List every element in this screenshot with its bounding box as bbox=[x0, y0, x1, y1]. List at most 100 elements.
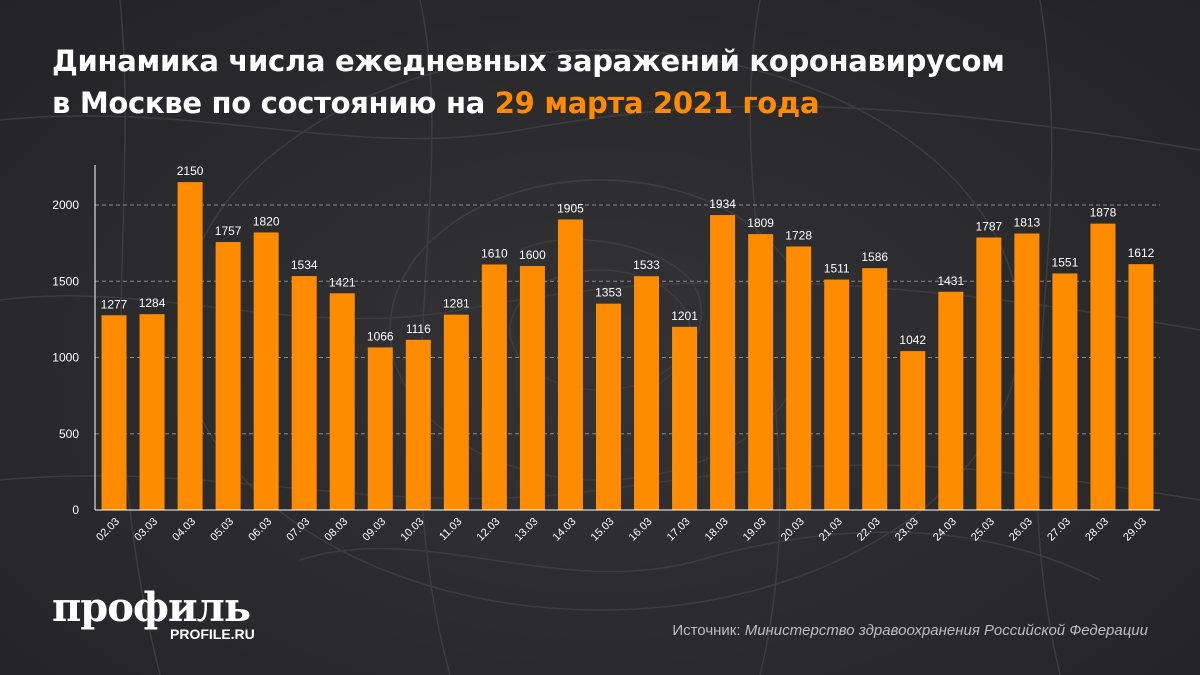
bar-29.03 bbox=[1128, 264, 1154, 510]
brand-logo: профиль PROFILE.RU bbox=[52, 584, 255, 643]
axes bbox=[94, 165, 1160, 511]
title-date-accent: 29 марта 2021 года bbox=[494, 86, 820, 120]
bar-08.03 bbox=[329, 293, 355, 510]
x-tick-label: 23.03 bbox=[893, 516, 921, 544]
data-label: 1787 bbox=[975, 219, 1002, 233]
y-tick-label: 0 bbox=[72, 503, 79, 517]
data-label: 1201 bbox=[671, 309, 698, 323]
x-tick-label: 27.03 bbox=[1045, 516, 1073, 544]
x-tick-label: 14.03 bbox=[551, 516, 579, 544]
x-tick-label: 12.03 bbox=[475, 516, 503, 544]
data-label: 1534 bbox=[291, 258, 318, 272]
x-tick-label: 03.03 bbox=[132, 516, 160, 544]
x-tick-label: 08.03 bbox=[322, 516, 350, 544]
data-label: 1809 bbox=[747, 216, 774, 230]
source-note: Источник: Министерство здравоохранения Р… bbox=[672, 622, 1148, 639]
x-tick-label: 24.03 bbox=[931, 516, 959, 544]
data-label: 1728 bbox=[785, 228, 812, 242]
data-label: 1551 bbox=[1052, 255, 1079, 269]
y-tick-label: 2000 bbox=[52, 198, 79, 212]
x-tick-label: 28.03 bbox=[1083, 516, 1111, 544]
x-tick-label: 13.03 bbox=[513, 516, 541, 544]
x-tick-label: 18.03 bbox=[703, 516, 731, 544]
bar-26.03 bbox=[1014, 233, 1040, 510]
bar-06.03 bbox=[253, 232, 279, 510]
data-label: 1116 bbox=[406, 322, 431, 336]
y-tick-label: 500 bbox=[59, 427, 79, 441]
data-label: 1284 bbox=[139, 296, 166, 310]
bar-21.03 bbox=[824, 279, 850, 510]
y-tick-label: 1500 bbox=[52, 274, 79, 288]
data-label: 2150 bbox=[177, 164, 204, 178]
x-tick-label: 21.03 bbox=[817, 516, 845, 544]
bar-24.03 bbox=[938, 291, 964, 510]
source-value: Министерство здравоохранения Российской … bbox=[744, 622, 1148, 639]
data-label: 1757 bbox=[215, 224, 242, 238]
x-tick-label: 25.03 bbox=[969, 516, 997, 544]
bars bbox=[101, 182, 1154, 511]
bar-03.03 bbox=[139, 314, 165, 510]
x-tick-label: 09.03 bbox=[360, 516, 388, 544]
x-tick-label: 06.03 bbox=[246, 516, 274, 544]
bar-23.03 bbox=[900, 351, 926, 510]
bar-11.03 bbox=[443, 314, 469, 510]
x-tick-label: 10.03 bbox=[398, 516, 426, 544]
data-label: 1610 bbox=[481, 246, 508, 260]
x-tick-label: 29.03 bbox=[1121, 516, 1149, 544]
data-label: 1586 bbox=[861, 250, 888, 264]
x-tick-label: 26.03 bbox=[1007, 516, 1035, 544]
chart-title: Динамика числа ежедневных заражений коро… bbox=[52, 40, 1005, 124]
data-label: 1281 bbox=[443, 297, 470, 311]
data-label: 1905 bbox=[557, 201, 584, 215]
data-label: 1612 bbox=[1128, 246, 1155, 260]
x-tick-label: 02.03 bbox=[94, 516, 122, 544]
y-tick-label: 1000 bbox=[52, 351, 79, 365]
data-label: 1934 bbox=[709, 197, 736, 211]
x-tick-label: 11.03 bbox=[437, 516, 464, 543]
data-label: 1813 bbox=[1014, 216, 1041, 230]
x-tick-label: 15.03 bbox=[589, 516, 617, 544]
x-tick-label: 20.03 bbox=[779, 516, 807, 544]
x-tick-label: 16.03 bbox=[627, 516, 655, 544]
x-tick-label: 05.03 bbox=[208, 516, 236, 544]
source-label: Источник: bbox=[672, 622, 745, 639]
bar-15.03 bbox=[595, 303, 621, 510]
data-label: 1353 bbox=[595, 286, 622, 300]
bar-18.03 bbox=[710, 215, 736, 510]
bar-09.03 bbox=[367, 347, 393, 510]
bar-22.03 bbox=[862, 268, 888, 510]
title-line-2-prefix: в Москве по состоянию на bbox=[52, 86, 495, 120]
data-label: 1431 bbox=[937, 274, 964, 288]
bar-25.03 bbox=[976, 237, 1002, 511]
data-label: 1066 bbox=[367, 329, 394, 343]
bar-14.03 bbox=[557, 219, 583, 511]
bar-20.03 bbox=[786, 246, 812, 511]
x-tick-label: 04.03 bbox=[170, 516, 198, 544]
data-label: 1277 bbox=[101, 297, 128, 311]
data-label: 1820 bbox=[253, 214, 280, 228]
bar-27.03 bbox=[1052, 273, 1078, 510]
bar-28.03 bbox=[1090, 223, 1116, 511]
brand-name: профиль bbox=[52, 584, 251, 631]
bar-17.03 bbox=[672, 326, 698, 510]
bar-02.03 bbox=[101, 315, 127, 510]
data-label: 1878 bbox=[1090, 206, 1117, 220]
data-label: 1042 bbox=[899, 333, 926, 347]
x-tick-label: 22.03 bbox=[855, 516, 883, 544]
title-line-1: Динамика числа ежедневных заражений коро… bbox=[52, 44, 1005, 78]
data-label: 1600 bbox=[519, 248, 546, 262]
bar-07.03 bbox=[291, 276, 317, 510]
bar-05.03 bbox=[215, 242, 241, 510]
data-label: 1533 bbox=[633, 258, 660, 272]
x-tick-label: 17.03 bbox=[665, 516, 693, 544]
x-tick-label: 07.03 bbox=[284, 516, 312, 544]
bar-12.03 bbox=[481, 264, 507, 510]
bar-04.03 bbox=[177, 182, 203, 510]
bar-13.03 bbox=[519, 266, 545, 510]
x-tick-label: 19.03 bbox=[741, 516, 769, 544]
bar-16.03 bbox=[634, 276, 660, 510]
brand-site: PROFILE.RU bbox=[170, 626, 255, 642]
data-label: 1421 bbox=[329, 275, 356, 289]
